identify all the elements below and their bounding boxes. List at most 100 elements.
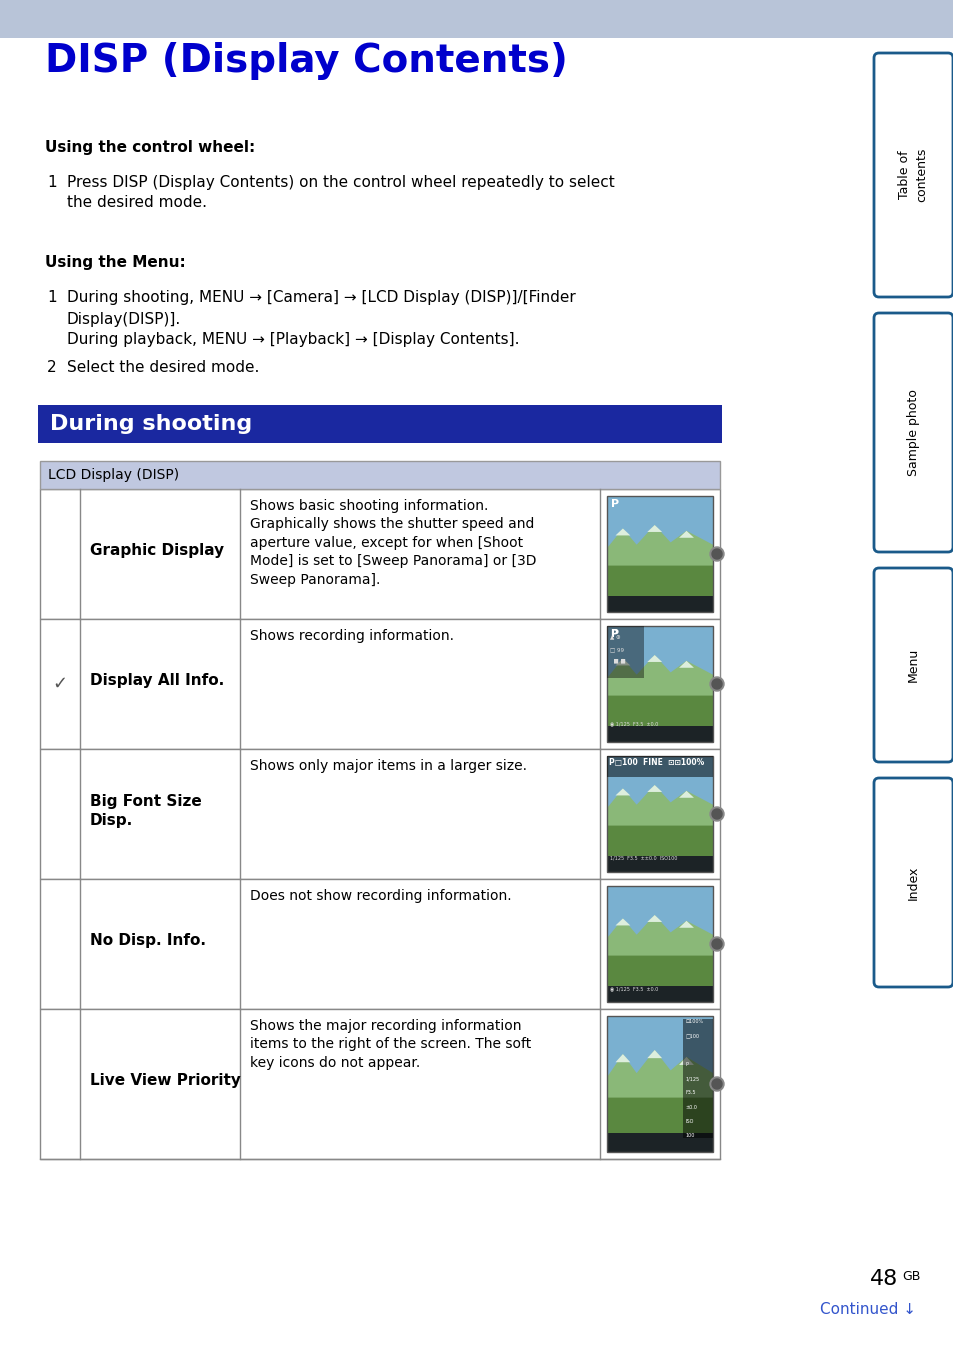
- Circle shape: [709, 936, 723, 951]
- Text: ISO: ISO: [684, 1120, 693, 1124]
- Text: DISP (Display Contents): DISP (Display Contents): [45, 42, 567, 80]
- Polygon shape: [606, 655, 712, 696]
- Text: Display All Info.: Display All Info.: [90, 673, 224, 688]
- Text: P: P: [684, 1061, 688, 1067]
- Polygon shape: [679, 661, 693, 668]
- Bar: [606, 497, 712, 612]
- Bar: [606, 689, 712, 742]
- Text: Shows recording information.: Shows recording information.: [250, 630, 454, 643]
- Bar: [606, 1016, 712, 1098]
- Text: During shooting, MENU → [Camera] → [LCD Display (DISP)]/[Finder: During shooting, MENU → [Camera] → [LCD …: [67, 290, 576, 305]
- Bar: [40, 619, 720, 749]
- Polygon shape: [646, 1050, 661, 1058]
- Text: 1/125  F3.5  ±±0.0  ISO100: 1/125 F3.5 ±±0.0 ISO100: [609, 856, 677, 860]
- Bar: [606, 497, 712, 566]
- Polygon shape: [606, 784, 712, 825]
- Bar: [606, 1091, 712, 1152]
- Text: F3.5: F3.5: [684, 1091, 695, 1095]
- Text: ⊡100%: ⊡100%: [684, 1019, 702, 1025]
- Circle shape: [709, 677, 723, 691]
- Text: Press DISP (Display Contents) on the control wheel repeatedly to select
the desi: Press DISP (Display Contents) on the con…: [67, 175, 614, 210]
- Text: During playback, MENU → [Playback] → [Display Contents].: During playback, MENU → [Playback] → [Di…: [67, 332, 519, 347]
- Bar: [606, 756, 712, 873]
- Polygon shape: [615, 1054, 630, 1063]
- Bar: [606, 756, 712, 776]
- Text: ±0.0: ±0.0: [684, 1105, 697, 1110]
- Text: Live View Priority: Live View Priority: [90, 1073, 240, 1088]
- Bar: [40, 879, 720, 1010]
- Text: 1: 1: [47, 290, 56, 305]
- Text: Table of
contents: Table of contents: [898, 148, 927, 202]
- Bar: [606, 596, 712, 612]
- Circle shape: [711, 939, 721, 949]
- Text: ◉ 1/125  F3.5  ±0.0: ◉ 1/125 F3.5 ±0.0: [609, 721, 658, 726]
- Text: ▲ ⊕: ▲ ⊕: [609, 635, 620, 641]
- Text: P: P: [610, 499, 618, 509]
- Bar: [606, 626, 712, 742]
- Polygon shape: [679, 531, 693, 537]
- Text: Shows the major recording information
items to the right of the screen. The soft: Shows the major recording information it…: [250, 1019, 531, 1069]
- FancyBboxPatch shape: [873, 313, 952, 552]
- Text: 100: 100: [684, 1133, 694, 1139]
- Text: Big Font Size
Disp.: Big Font Size Disp.: [90, 794, 201, 828]
- Text: P□100  FINE  ⊡⊡100%: P□100 FINE ⊡⊡100%: [608, 759, 703, 767]
- Text: Menu: Menu: [906, 647, 919, 683]
- Circle shape: [711, 1079, 721, 1090]
- Polygon shape: [646, 915, 661, 921]
- Bar: [606, 1133, 712, 1152]
- Text: Does not show recording information.: Does not show recording information.: [250, 889, 511, 902]
- Bar: [0, 0, 953, 38]
- Polygon shape: [679, 791, 693, 798]
- Polygon shape: [615, 788, 630, 795]
- FancyBboxPatch shape: [873, 53, 952, 297]
- Bar: [38, 404, 721, 442]
- Text: 48: 48: [869, 1269, 898, 1289]
- Circle shape: [709, 1077, 723, 1091]
- Text: Shows only major items in a larger size.: Shows only major items in a larger size.: [250, 759, 526, 773]
- Circle shape: [711, 809, 721, 820]
- Bar: [606, 856, 712, 873]
- Bar: [606, 756, 712, 825]
- Text: 2: 2: [47, 360, 56, 375]
- Text: ✓: ✓: [52, 674, 68, 693]
- Bar: [606, 950, 712, 1001]
- Text: Index: Index: [906, 866, 919, 900]
- Bar: [40, 489, 720, 619]
- Text: P: P: [609, 630, 617, 639]
- Text: 1/125: 1/125: [684, 1076, 699, 1082]
- Text: Sample photo: Sample photo: [906, 389, 919, 476]
- Bar: [606, 560, 712, 612]
- Polygon shape: [606, 915, 712, 955]
- Bar: [606, 886, 712, 1001]
- Polygon shape: [615, 658, 630, 665]
- Text: ■ ■: ■ ■: [609, 658, 625, 664]
- FancyBboxPatch shape: [873, 778, 952, 987]
- Polygon shape: [615, 528, 630, 536]
- Polygon shape: [646, 784, 661, 792]
- Text: Shows basic shooting information.
Graphically shows the shutter speed and
apertu: Shows basic shooting information. Graphi…: [250, 499, 536, 586]
- Bar: [606, 820, 712, 873]
- Text: No Disp. Info.: No Disp. Info.: [90, 934, 206, 949]
- Polygon shape: [606, 525, 712, 566]
- Text: Using the Menu:: Using the Menu:: [45, 255, 186, 270]
- Text: Using the control wheel:: Using the control wheel:: [45, 140, 255, 155]
- Text: LCD Display (DISP): LCD Display (DISP): [48, 468, 179, 482]
- Text: During shooting: During shooting: [50, 414, 252, 434]
- Text: Continued ↓: Continued ↓: [820, 1301, 915, 1318]
- Text: ◉ 1/125  F3.5  ±0.0: ◉ 1/125 F3.5 ±0.0: [609, 985, 658, 991]
- Polygon shape: [679, 1057, 693, 1065]
- Text: □ 99: □ 99: [609, 647, 623, 651]
- Bar: [606, 1016, 712, 1152]
- Bar: [682, 1019, 712, 1139]
- Bar: [606, 985, 712, 1001]
- Text: P: P: [610, 630, 618, 639]
- Text: 1: 1: [47, 175, 56, 190]
- Bar: [40, 749, 720, 879]
- Text: Select the desired mode.: Select the desired mode.: [67, 360, 259, 375]
- FancyBboxPatch shape: [873, 569, 952, 763]
- Polygon shape: [615, 919, 630, 925]
- Circle shape: [709, 547, 723, 560]
- Bar: [606, 626, 643, 678]
- Bar: [606, 626, 712, 696]
- Polygon shape: [606, 1050, 712, 1098]
